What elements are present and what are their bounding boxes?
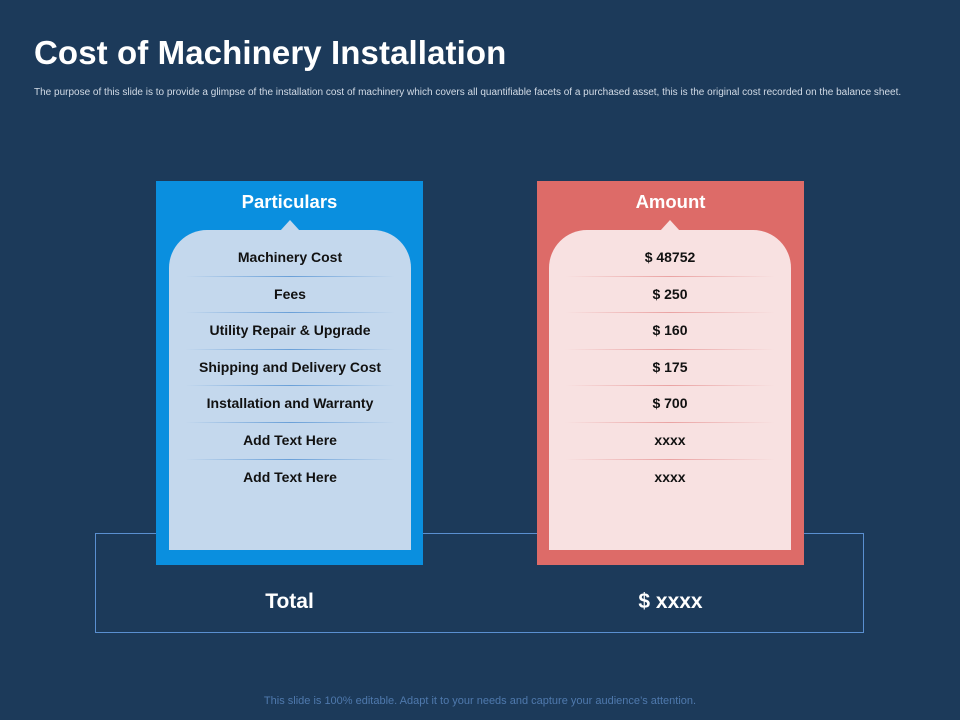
amount-item: xxxx xyxy=(549,421,791,459)
particulars-header: Particulars xyxy=(241,191,338,212)
slide-subtitle: The purpose of this slide is to provide … xyxy=(34,87,902,98)
total-box xyxy=(95,533,864,633)
amount-card xyxy=(549,230,791,550)
amount-item: $ 250 xyxy=(549,275,791,313)
amount-item: $ 175 xyxy=(549,348,791,386)
slide-footer: This slide is 100% editable. Adapt it to… xyxy=(263,695,697,707)
particular-item: Utility Repair & Upgrade xyxy=(169,312,411,349)
amount-item: $ 48752 xyxy=(644,249,696,265)
particular-item: Shipping and Delivery Cost xyxy=(169,348,411,386)
amount-list: $ 48752 $ 250 $ 160 $ 175 $ 700 xxxx xxx… xyxy=(549,239,791,495)
particular-item: Add Text Here xyxy=(169,458,411,496)
amount-notch xyxy=(660,220,680,231)
particular-item: Installation and Warranty xyxy=(169,385,411,422)
amount-item: $ 160 xyxy=(549,312,791,349)
amount-item: $ 700 xyxy=(549,385,791,422)
particulars-notch xyxy=(280,220,300,231)
amount-header: Amount xyxy=(635,191,706,212)
amount-item: xxxx xyxy=(549,458,791,496)
total-value: $ xxxx xyxy=(638,590,703,613)
slide-title: Cost of Machinery Installation xyxy=(34,34,507,71)
total-label: Total xyxy=(265,590,314,613)
particular-item: Fees xyxy=(169,275,411,313)
particular-item: Add Text Here xyxy=(169,421,411,459)
particular-item: Machinery Cost xyxy=(237,249,343,265)
particulars-list: Machinery Cost Fees Utility Repair & Upg… xyxy=(169,239,411,495)
particulars-card xyxy=(169,230,411,550)
